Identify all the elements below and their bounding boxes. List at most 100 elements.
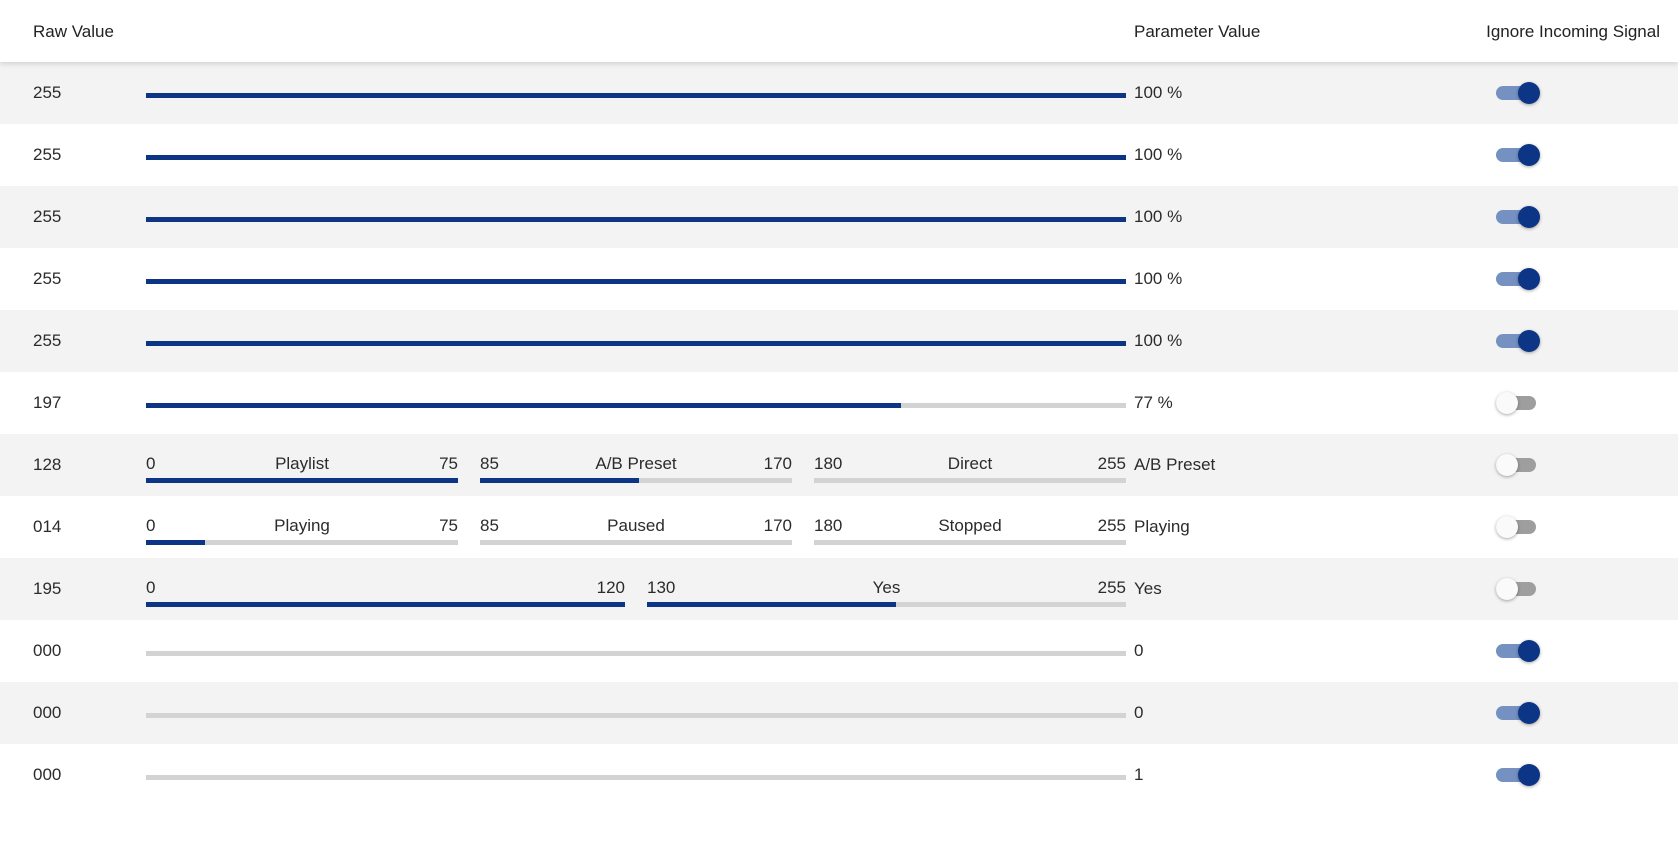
segment-min-label: 0 [146,516,156,535]
slider-track[interactable] [146,651,1126,656]
ignore-signal-toggle[interactable] [1496,454,1540,476]
parameter-value: Yes [1134,579,1162,598]
ignore-signal-toggle[interactable] [1496,330,1540,352]
segment-fill [647,602,897,607]
segment-name-label: Playlist [275,454,329,473]
slider-track[interactable] [146,713,1126,718]
ignore-incoming-signal-header: Ignore Incoming Signal [1486,22,1660,41]
value-slider[interactable] [146,372,1126,434]
slider-track[interactable] [146,93,1126,98]
ignore-signal-toggle[interactable] [1496,82,1540,104]
segment-fill [146,540,206,545]
parameter-value: Playing [1134,517,1190,536]
parameter-rows: 255 100 % 255 100 % 255 100 % 255 100 % 255 100 %… [0,62,1678,806]
value-slider[interactable]: 0 Playlist 75 85 A/B Preset 170 180 Direct 255 [146,434,1126,496]
ignore-signal-toggle[interactable] [1496,764,1540,786]
value-slider[interactable]: 0 Playing 75 85 Paused 170 180 Stopped 255 [146,496,1126,558]
value-slider[interactable] [146,124,1126,186]
segment-min-label: 0 [146,578,156,597]
value-slider[interactable] [146,62,1126,124]
value-slider[interactable] [146,620,1126,682]
segment-track[interactable] [647,602,1126,607]
segment-name-label: Playing [274,516,330,535]
parameter-value: 100 % [1134,145,1183,164]
toggle-knob[interactable] [1518,82,1540,104]
toggle-knob[interactable] [1518,268,1540,290]
segment-min-label: 180 [814,516,843,535]
toggle-knob[interactable] [1518,640,1540,662]
table-row: 255 100 % [0,62,1678,124]
ignore-signal-toggle[interactable] [1496,206,1540,228]
table-row: 255 100 % [0,186,1678,248]
table-row: 195 0 120 130 Yes 255 Yes [0,558,1678,620]
segment-name-label: Paused [607,516,665,535]
toggle-knob[interactable] [1518,702,1540,724]
ignore-signal-toggle[interactable] [1496,516,1540,538]
segment-max-label: 170 [763,454,792,473]
slider-track[interactable] [146,279,1126,284]
table-row: 000 0 [0,682,1678,744]
toggle-knob[interactable] [1518,330,1540,352]
segment-track[interactable] [814,540,1126,545]
table-row: 000 0 [0,620,1678,682]
slider-track[interactable] [146,341,1126,346]
value-slider[interactable] [146,682,1126,744]
toggle-knob[interactable] [1496,392,1518,414]
ignore-signal-toggle[interactable] [1496,392,1540,414]
value-slider[interactable] [146,248,1126,310]
slider-fill [146,279,1126,284]
parameter-value-header: Parameter Value [1134,22,1261,41]
toggle-knob[interactable] [1518,144,1540,166]
ignore-signal-toggle[interactable] [1496,640,1540,662]
slider-track[interactable] [146,403,1126,408]
toggle-knob[interactable] [1518,206,1540,228]
slider-fill [146,155,1126,160]
slider-fill [146,217,1126,222]
ignore-signal-toggle[interactable] [1496,702,1540,724]
slider-track[interactable] [146,155,1126,160]
segment-min-label: 85 [480,516,499,535]
segment-track[interactable] [146,602,625,607]
segment-track[interactable] [146,540,458,545]
parameter-value: 77 % [1134,393,1173,412]
toggle-knob[interactable] [1496,578,1518,600]
toggle-knob[interactable] [1496,454,1518,476]
toggle-knob[interactable] [1496,516,1518,538]
slider-fill [146,403,901,408]
table-row: 128 0 Playlist 75 85 A/B Preset 170 180 Direct 25… [0,434,1678,496]
raw-value: 197 [33,393,62,412]
slider-fill [146,341,1126,346]
table-row: 255 100 % [0,124,1678,186]
parameter-value: 1 [1134,765,1144,784]
segment-track[interactable] [814,478,1126,483]
ignore-signal-toggle[interactable] [1496,144,1540,166]
parameter-value: 0 [1134,641,1144,660]
ignore-signal-toggle[interactable] [1496,578,1540,600]
table-row: 255 100 % [0,310,1678,372]
value-slider[interactable] [146,744,1126,806]
segment-name-label: Direct [947,454,993,473]
slider-track[interactable] [146,775,1126,780]
table-row: 014 0 Playing 75 85 Paused 170 180 Stopped 255 Pla… [0,496,1678,558]
segment-name-label: A/B Preset [595,454,677,473]
value-slider[interactable]: 0 120 130 Yes 255 [146,558,1126,620]
table-row: 197 77 % [0,372,1678,434]
parameter-value: 0 [1134,703,1144,722]
raw-value: 000 [33,765,62,784]
segment-track[interactable] [480,478,792,483]
segment-name-label: Stopped [938,516,1002,535]
ignore-signal-toggle[interactable] [1496,268,1540,290]
value-slider[interactable] [146,310,1126,372]
segment-track[interactable] [146,478,458,483]
slider-track[interactable] [146,217,1126,222]
value-slider[interactable] [146,186,1126,248]
segment-min-label: 180 [814,454,843,473]
segment-max-label: 170 [763,516,792,535]
toggle-knob[interactable] [1518,764,1540,786]
segment-max-label: 255 [1097,516,1126,535]
segment-max-label: 255 [1097,454,1126,473]
table-header: Raw Value Parameter Value Ignore Incomin… [0,0,1678,62]
segment-fill [146,478,458,483]
segment-min-label: 0 [146,454,156,473]
segment-track[interactable] [480,540,792,545]
